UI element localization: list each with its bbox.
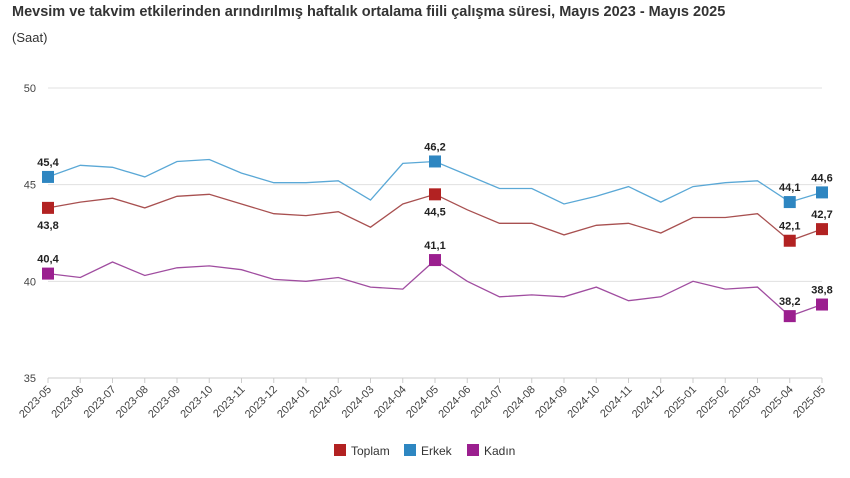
x-tick-label: 2023-11 [211, 384, 247, 420]
legend[interactable]: Toplam Erkek Kadın [334, 444, 515, 458]
data-label: 45,4 [37, 157, 59, 169]
marker-toplam[interactable] [816, 223, 828, 236]
data-label: 44,5 [424, 206, 445, 218]
marker-erkek[interactable] [783, 196, 796, 209]
legend-label: Erkek [421, 444, 453, 458]
data-label: 43,8 [37, 220, 58, 232]
x-tick-label: 2024-03 [340, 384, 377, 421]
marker-erkek[interactable] [42, 170, 54, 183]
y-tick-label: 40 [24, 276, 36, 288]
series-lines [47, 158, 823, 317]
legend-item-kadın[interactable]: Kadın [467, 444, 515, 458]
x-tick-label: 2024-02 [307, 384, 344, 421]
data-label: 38,2 [779, 296, 800, 308]
marker-kadın[interactable] [816, 298, 828, 311]
x-tick-label: 2023-12 [243, 384, 280, 421]
data-label: 44,1 [779, 182, 800, 194]
x-tick-label: 2025-04 [759, 384, 796, 421]
marker-erkek[interactable] [816, 186, 828, 199]
y-tick-label: 45 [24, 180, 36, 192]
x-tick-label: 2025-03 [727, 384, 764, 421]
grid-lines [48, 87, 822, 379]
x-tick-label: 2024-06 [436, 384, 473, 421]
marker-erkek[interactable] [429, 155, 441, 168]
chart-subtitle: (Saat) [12, 30, 48, 45]
x-tick-label: 2023-05 [17, 384, 54, 421]
x-tick-label: 2025-02 [694, 384, 731, 421]
legend-swatch [467, 444, 479, 456]
marker-kadın[interactable] [429, 254, 441, 267]
x-tick-label: 2023-10 [178, 384, 215, 421]
x-tick-label: 2024-09 [533, 384, 570, 421]
x-tick-label: 2025-05 [791, 384, 828, 421]
x-tick-label: 2023-07 [82, 384, 119, 421]
x-tick-label: 2023-09 [146, 384, 183, 421]
x-tick-label: 2023-06 [49, 384, 86, 421]
data-labels: 43,8 44,5 42,1 42,7 45,4 46,2 44,1 44,6 40,4 41,1… [37, 141, 832, 308]
data-label: 41,1 [424, 240, 445, 252]
marker-kadın[interactable] [42, 267, 54, 280]
y-tick-label: 35 [24, 373, 36, 385]
marker-toplam[interactable] [42, 201, 54, 214]
y-axis: 35 40 45 50 [24, 83, 36, 385]
y-tick-label: 50 [24, 83, 36, 95]
x-tick-label: 2025-01 [662, 384, 699, 421]
data-label: 40,4 [37, 254, 59, 266]
x-tick-label: 2024-08 [501, 384, 538, 421]
x-tick-label: 2024-01 [275, 384, 312, 421]
marker-toplam[interactable] [783, 234, 796, 247]
data-label: 42,1 [779, 221, 800, 233]
x-tick-label: 2024-07 [469, 384, 506, 421]
data-label: 38,8 [811, 285, 832, 297]
series-markers [42, 155, 828, 323]
x-tick-label: 2023-08 [114, 384, 151, 421]
x-tick-label: 2024-11 [598, 384, 634, 420]
legend-label: Kadın [484, 444, 515, 458]
legend-swatch [404, 444, 416, 456]
data-label: 46,2 [424, 141, 445, 153]
x-tick-label: 2024-05 [404, 384, 441, 421]
marker-kadın[interactable] [783, 310, 796, 323]
x-tick-label: 2024-04 [372, 384, 409, 421]
x-tick-label: 2024-12 [630, 384, 667, 421]
x-axis: 2023-052023-062023-072023-082023-092023-… [17, 377, 828, 421]
legend-label: Toplam [351, 444, 390, 458]
x-tick-label: 2024-10 [565, 384, 602, 421]
legend-item-erkek[interactable]: Erkek [404, 444, 453, 458]
marker-toplam[interactable] [429, 188, 441, 201]
legend-item-toplam[interactable]: Toplam [334, 444, 390, 458]
chart-title: Mevsim ve takvim etkilerinden arındırılm… [12, 4, 726, 20]
data-label: 44,6 [811, 172, 832, 184]
data-label: 42,7 [811, 209, 832, 221]
legend-swatch [334, 444, 346, 456]
series-line-kadın [47, 259, 823, 317]
